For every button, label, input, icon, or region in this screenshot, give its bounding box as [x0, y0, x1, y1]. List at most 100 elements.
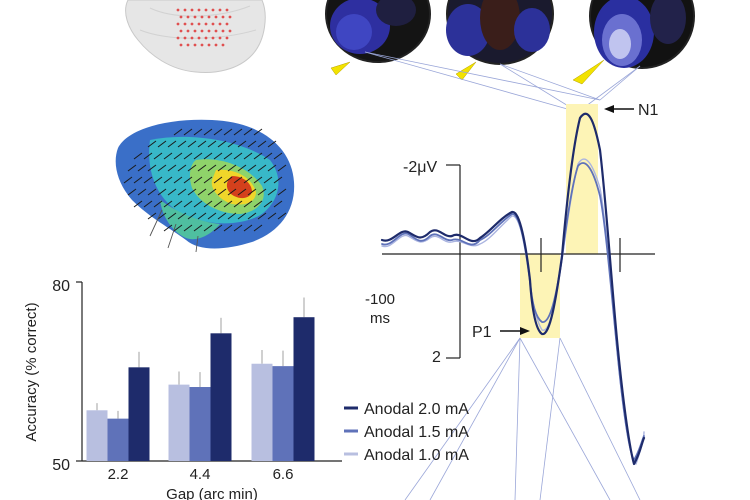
vector-arrow	[237, 164, 247, 172]
erp-y-top-label: -2μV	[403, 159, 437, 176]
vector-arrow	[143, 152, 153, 160]
p1-connectors	[404, 337, 641, 500]
vector-arrow	[197, 188, 207, 196]
vector-arrow	[247, 212, 257, 220]
vector-arrow	[273, 152, 283, 160]
vector-arrow	[133, 176, 143, 184]
vector-arrow	[257, 164, 267, 172]
vector-arrow	[207, 212, 217, 220]
vector-arrow	[177, 212, 187, 220]
legend-label: Anodal 1.0 mA	[364, 447, 469, 464]
electrode-dot	[190, 8, 194, 12]
vector-arrow	[267, 212, 277, 220]
vector-arrow	[213, 176, 223, 184]
vector-arrow	[207, 140, 217, 148]
vector-arrow	[233, 176, 243, 184]
vector-arrow	[183, 200, 193, 208]
electrode-dot	[176, 8, 180, 12]
marker-triangle-3	[572, 59, 605, 85]
bar	[251, 363, 273, 461]
electrode-dot	[228, 29, 232, 33]
vector-arrow	[183, 128, 193, 136]
electrode-dot	[190, 36, 194, 40]
electrode-dot	[221, 43, 225, 47]
vector-arrow	[213, 200, 223, 208]
vector-arrow	[277, 188, 287, 196]
vector-arrow	[217, 140, 227, 148]
p1-label: P1	[472, 324, 492, 341]
vector-arrow	[223, 224, 233, 232]
electrode-dot	[190, 22, 194, 26]
electrode-dot	[214, 29, 218, 33]
electrode-dot	[204, 8, 208, 12]
p1-window-highlight	[520, 254, 560, 338]
bar-x-tick-6-6: 6.6	[273, 466, 294, 483]
erp-y-bottom-label: 2	[432, 349, 441, 366]
vector-arrow	[253, 152, 263, 160]
vector-arrow	[253, 176, 263, 184]
bar	[86, 410, 108, 461]
vector-arrow	[157, 140, 167, 148]
vector-arrow	[237, 188, 247, 196]
vector-arrow	[227, 140, 237, 148]
vector-arrow	[123, 176, 133, 184]
electrode-dot	[211, 22, 215, 26]
vector-arrow	[143, 200, 153, 208]
electrode-dot	[221, 29, 225, 33]
vector-arrow	[147, 212, 157, 220]
electrode-dot	[218, 22, 222, 26]
electrode-dot	[225, 8, 229, 12]
vector-arrow	[257, 212, 267, 220]
electrode-dot	[193, 15, 197, 19]
vector-arrow	[173, 200, 183, 208]
vector-arrow	[203, 200, 213, 208]
vector-arrow	[233, 224, 243, 232]
vector-arrow	[163, 224, 173, 232]
vector-arrow	[253, 224, 263, 232]
vector-arrow	[233, 128, 243, 136]
vector-arrow	[263, 200, 273, 208]
vector-arrow	[257, 140, 267, 148]
vector-arrow	[137, 188, 147, 196]
topomap-3	[589, 0, 695, 69]
electrode-dot	[228, 15, 232, 19]
erp-x-label-value: -100	[365, 291, 395, 308]
electrode-dot	[211, 8, 215, 12]
vector-arrow	[183, 152, 193, 160]
vector-arrow	[143, 176, 153, 184]
electrode-dot	[183, 22, 187, 26]
electrode-dot	[218, 36, 222, 40]
electrode-dot	[179, 43, 183, 47]
n1-window-highlight	[566, 104, 598, 254]
vector-arrow	[223, 200, 233, 208]
vector-arrow	[133, 200, 143, 208]
accuracy-bar-chart: 80 50 Accuracy (% correct) Gap (arc min)…	[23, 278, 342, 500]
vector-arrow	[157, 188, 167, 196]
vector-arrow	[137, 164, 147, 172]
vector-arrow	[193, 128, 203, 136]
vector-arrow	[267, 188, 277, 196]
electrode-dot	[176, 36, 180, 40]
vector-arrow	[223, 128, 233, 136]
electrode-dot	[186, 43, 190, 47]
electrode-dot	[214, 43, 218, 47]
bar	[189, 387, 211, 461]
bar-x-tick-4-4: 4.4	[190, 466, 211, 483]
electrode-dot	[197, 36, 201, 40]
bar	[168, 384, 190, 461]
bar-y-axis-title: Accuracy (% correct)	[23, 302, 40, 441]
bar-x-axis-title: Gap (arc min)	[166, 486, 258, 500]
vector-arrow	[193, 176, 203, 184]
vector-arrow	[227, 164, 237, 172]
vector-arrow	[177, 140, 187, 148]
bar	[293, 317, 315, 461]
head-model-image	[125, 0, 266, 73]
vector-arrow	[147, 140, 157, 148]
vector-arrow	[267, 140, 277, 148]
vector-arrow	[253, 128, 263, 136]
vector-arrow	[187, 188, 197, 196]
vector-arrow	[227, 188, 237, 196]
vector-arrow	[197, 212, 207, 220]
vector-arrow	[167, 188, 177, 196]
vector-arrow	[277, 212, 287, 220]
